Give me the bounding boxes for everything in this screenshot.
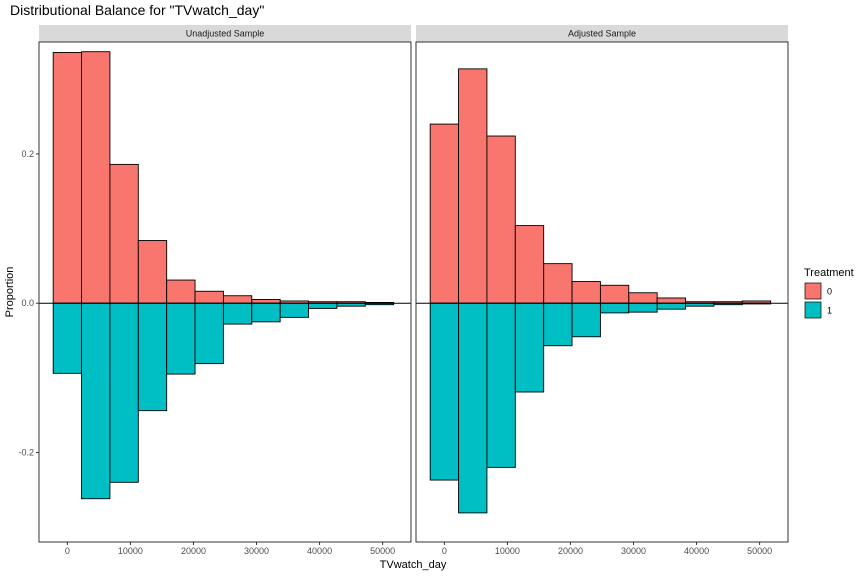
x-tick-label: 50000 <box>370 546 395 556</box>
bar-panel0-treatment0-bin1 <box>81 51 111 304</box>
bar-panel0-treatment1-bin7 <box>251 302 281 323</box>
bar-panel0-treatment1-bin0 <box>52 302 83 374</box>
bar-panel1-treatment1-bin3 <box>514 302 545 393</box>
bar-panel1-treatment0-bin4 <box>543 263 573 304</box>
x-tick-label: 20000 <box>558 546 583 556</box>
bar-panel1-treatment1-bin1 <box>458 302 488 514</box>
legend-label-1: 1 <box>827 306 832 316</box>
y-tick-label: -0.2 <box>18 447 34 457</box>
bar-panel0-treatment1-bin3 <box>137 302 168 412</box>
bar-panel0-treatment0-bin5 <box>194 290 224 304</box>
panel-border-unadjusted <box>38 41 412 543</box>
bar-panel0-treatment1-bin5 <box>194 302 224 365</box>
bar-panel1-treatment1-bin5 <box>571 302 601 338</box>
bar-panel0-treatment0-bin6 <box>222 295 253 304</box>
x-tick-label: 10000 <box>118 546 143 556</box>
bar-panel1-treatment1-bin2 <box>486 302 516 468</box>
bar-panel1-treatment0-bin0 <box>429 123 460 304</box>
bar-panel1-treatment1-bin4 <box>543 302 573 347</box>
panel-adjusted <box>416 68 788 514</box>
strip-adjusted <box>416 25 788 42</box>
x-tick-label: 40000 <box>684 546 709 556</box>
strip-label-adjusted: Adjusted Sample <box>568 29 636 39</box>
legend-label-0: 0 <box>827 287 832 297</box>
strip-unadjusted <box>39 25 411 42</box>
x-tick-label: 10000 <box>495 546 520 556</box>
bar-panel0-treatment1-bin1 <box>81 302 111 500</box>
panel-unadjusted <box>39 51 411 500</box>
bar-panel1-treatment0-bin8 <box>656 297 686 304</box>
bar-panel1-treatment1-bin7 <box>628 302 658 313</box>
legend-key-1 <box>804 301 822 319</box>
x-tick-label: 50000 <box>747 546 772 556</box>
bar-panel0-treatment0-bin7 <box>251 299 281 304</box>
x-tick-label: 40000 <box>307 546 332 556</box>
x-tick-label: 0 <box>442 546 447 556</box>
bar-panel0-treatment1-bin9 <box>308 302 338 309</box>
y-axis: -0.2 0.0 0.2 <box>18 149 39 457</box>
x-axis-title: TVwatch_day <box>380 559 447 571</box>
bar-panel0-treatment0-bin4 <box>166 279 196 304</box>
y-tick-label: 0.0 <box>21 298 34 308</box>
bar-panel1-treatment0-bin2 <box>486 135 516 304</box>
bar-panel0-treatment0-bin2 <box>109 163 139 304</box>
bar-panel1-treatment1-bin6 <box>599 302 630 314</box>
x-tick-label: 30000 <box>244 546 269 556</box>
strip-label-unadjusted: Unadjusted Sample <box>186 29 265 39</box>
bar-panel1-treatment0-bin7 <box>628 292 658 304</box>
bar-panel0-treatment1-bin8 <box>279 302 309 318</box>
bar-panel0-treatment1-bin4 <box>166 302 196 375</box>
legend-key-0 <box>804 282 822 300</box>
bar-panel1-treatment0-bin6 <box>599 284 630 304</box>
x-tick-label: 0 <box>65 546 70 556</box>
chart-title: Distributional Balance for "TVwatch_day" <box>10 2 264 18</box>
x-tick-label: 30000 <box>621 546 646 556</box>
x-axis: 0 10000 20000 30000 40000 50000 0 10000 20000 300… <box>65 542 772 556</box>
bar-panel1-treatment1-bin0 <box>429 302 460 481</box>
x-tick-label: 20000 <box>181 546 206 556</box>
bar-panel0-treatment0-bin0 <box>52 52 83 304</box>
bar-panel0-treatment1-bin2 <box>109 302 139 483</box>
bar-panel1-treatment1-bin8 <box>656 302 686 310</box>
y-tick-label: 0.2 <box>21 149 34 159</box>
bar-panel1-treatment0-bin1 <box>458 68 488 304</box>
bar-panel0-treatment1-bin6 <box>222 302 253 325</box>
panel-border-adjusted <box>415 41 789 543</box>
bar-panel1-treatment0-bin3 <box>514 225 545 304</box>
legend-title: Treatment <box>804 267 854 279</box>
y-axis-title: Proportion <box>4 267 16 318</box>
bar-panel1-treatment0-bin5 <box>571 281 601 304</box>
bar-panel0-treatment0-bin3 <box>137 240 168 304</box>
